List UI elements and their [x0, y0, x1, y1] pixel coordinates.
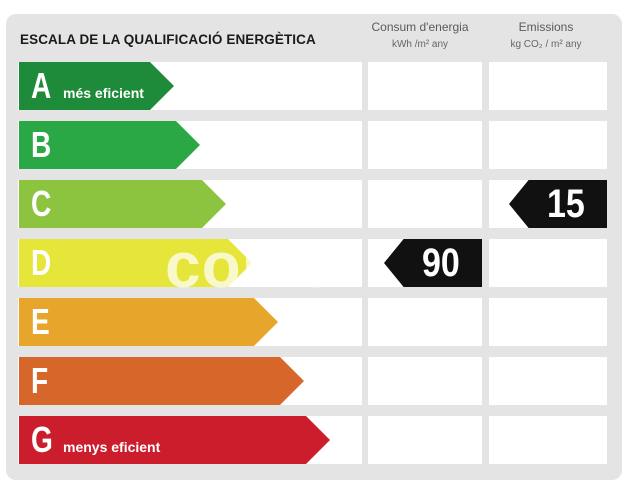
emissions-cell-a — [489, 62, 607, 110]
rating-arrow-e: E — [19, 298, 278, 346]
rating-letter: C — [31, 183, 52, 224]
rating-arrow-d: D — [19, 239, 252, 287]
consumption-header-units: kWh /m² any — [391, 39, 449, 50]
rating-letter: B — [31, 124, 52, 165]
rating-sublabel: més eficient — [63, 85, 144, 101]
rating-letter: F — [31, 360, 49, 401]
consumption-column-header: Consum d'energia kWh /m² any — [362, 20, 478, 52]
emissions-header-units: kg CO₂ / m² any — [510, 39, 582, 50]
emissions-badge-value: 15 — [546, 181, 585, 226]
emissions-cell-g — [489, 416, 607, 464]
consumption-badge: 90 — [384, 239, 482, 287]
consumption-cell-e — [368, 298, 482, 346]
rating-sublabel: menys eficient — [63, 439, 161, 455]
rating-letter: E — [31, 301, 50, 342]
emissions-cell-e — [489, 298, 607, 346]
emissions-header-label: Emissions — [518, 20, 574, 34]
consumption-header-label: Consum d'energia — [371, 20, 469, 34]
label-title: ESCALA DE LA QUALIFICACIÓ ENERGÈTICA — [20, 32, 316, 47]
rating-arrow-f: F — [19, 357, 304, 405]
consumption-cell-c — [368, 180, 482, 228]
emissions-cell-f — [489, 357, 607, 405]
consumption-cell-g — [368, 416, 482, 464]
rating-letter: G — [31, 419, 53, 460]
emissions-cell-b — [489, 121, 607, 169]
consumption-cell-b — [368, 121, 482, 169]
consumption-cell-a — [368, 62, 482, 110]
rating-arrow-c: C — [19, 180, 226, 228]
emissions-cell-d — [489, 239, 607, 287]
rating-letter: A — [31, 65, 52, 106]
consumption-badge-value: 90 — [421, 240, 460, 285]
rating-letter: D — [31, 242, 52, 283]
rating-arrow-b: B — [19, 121, 200, 169]
emissions-column-header: Emissions kg CO₂ / m² any — [488, 20, 604, 52]
emissions-badge: 15 — [509, 180, 607, 228]
consumption-cell-f — [368, 357, 482, 405]
